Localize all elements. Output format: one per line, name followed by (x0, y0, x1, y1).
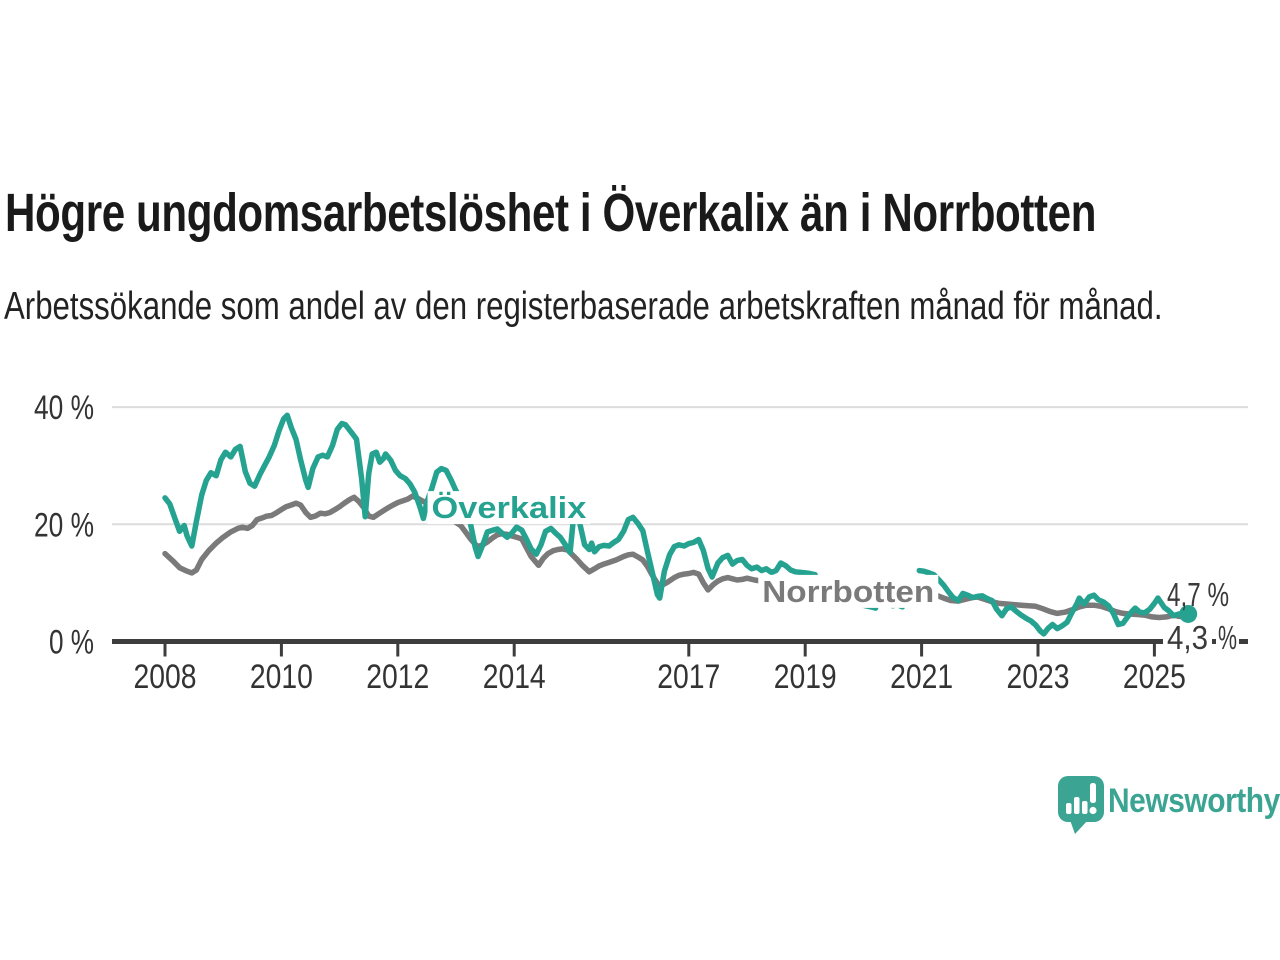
page-subtitle: Arbetssökande som andel av den registerb… (4, 285, 1163, 328)
series-label-bg (427, 491, 591, 525)
series-line-norrbotten (162, 493, 1191, 621)
newsworthy-logo-icon (1058, 776, 1104, 834)
x-axis-label: 2023 (1007, 658, 1070, 696)
x-axis-label: 2017 (657, 658, 720, 696)
x-axis-label: 2025 (1123, 658, 1186, 696)
x-axis-label: 2008 (134, 658, 197, 696)
newsworthy-branding: Newsworthy (1056, 774, 1280, 836)
x-axis-label: 2010 (250, 658, 313, 696)
latest-value-norrbotten-unit: % (1218, 619, 1237, 656)
x-axis-label: 2021 (890, 658, 953, 696)
page-title: Högre ungdomsarbetslöshet i Överkalix än… (5, 183, 1097, 244)
latest-value-bg (1163, 624, 1212, 654)
x-axis-label: 2019 (774, 658, 837, 696)
latest-value-overkalix: 4,7 % (1167, 576, 1229, 613)
newsworthy-logo-text: Newsworthy (1108, 782, 1280, 820)
y-axis-label: 40 % (34, 389, 94, 427)
latest-value-norrbotten: 4,3 (1167, 619, 1208, 656)
series-line-verkalix (916, 567, 1191, 637)
series-label-bg (758, 574, 939, 608)
x-axis-label: 2014 (483, 658, 546, 696)
x-axis-label: 2012 (366, 658, 429, 696)
series-end-dot (1179, 604, 1198, 623)
series-label-norrbotten: Norrbotten (762, 574, 934, 609)
y-axis-label: 0 % (49, 624, 94, 662)
latest-value-bg (1216, 624, 1239, 654)
series-line-verkalix (162, 412, 818, 601)
y-axis-label: 20 % (34, 506, 94, 544)
series-label-verkalix: Överkalix (432, 490, 588, 525)
